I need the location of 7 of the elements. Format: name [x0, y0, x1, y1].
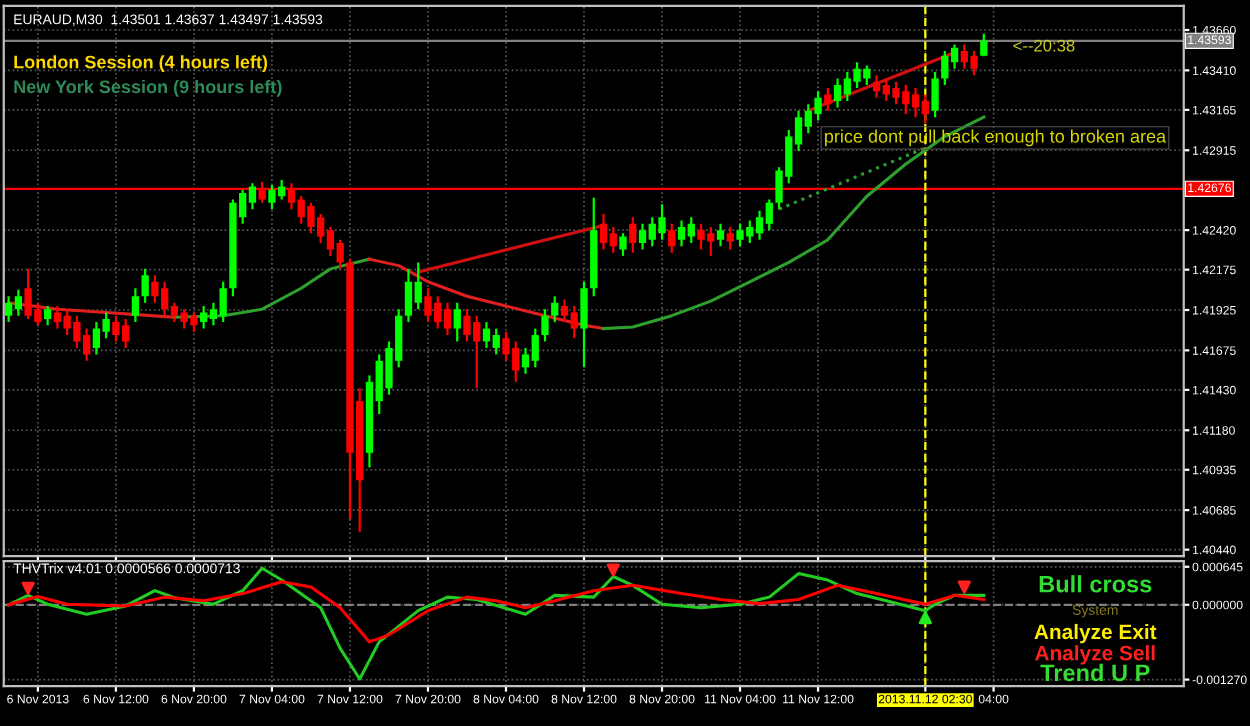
annotation: Analyze Exit — [1034, 623, 1157, 644]
annotation: Trend U P — [1040, 663, 1150, 682]
annotation: Bull cross — [1039, 575, 1152, 593]
annotation: London Session (4 hours left) — [14, 55, 268, 73]
annotation: New York Session (9 hours left) — [14, 79, 282, 97]
annotation: <--20:38 — [1013, 39, 1075, 52]
annotation: Analyze Sell — [1034, 645, 1155, 665]
